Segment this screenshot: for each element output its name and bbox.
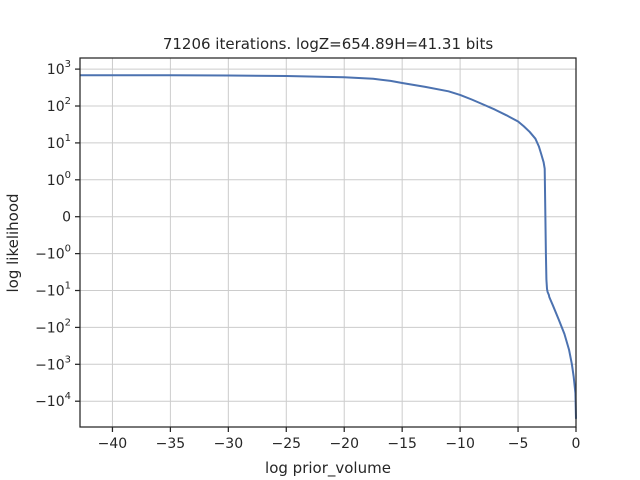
x-tick-label: 0	[572, 436, 581, 452]
y-tick-exponent: 2	[65, 96, 71, 107]
x-tick-label: −20	[329, 436, 359, 452]
y-tick-base: −10	[35, 247, 65, 263]
y-tick-exponent: 3	[65, 59, 71, 70]
y-tick-label: 0	[62, 210, 71, 226]
x-tick-label: −5	[508, 436, 529, 452]
y-tick-base: −10	[35, 394, 65, 410]
y-tick-base: −10	[35, 357, 65, 373]
y-tick-label: −104	[35, 391, 71, 410]
y-tick-base: −10	[35, 284, 65, 300]
y-tick-exponent: 0	[65, 170, 71, 181]
y-tick-label: 102	[47, 96, 71, 115]
axes-frame	[79, 57, 577, 428]
y-tick-label: −101	[35, 281, 71, 300]
y-tick-exponent: 4	[65, 391, 71, 402]
x-tick-label: −30	[214, 436, 244, 452]
plot-area	[80, 74, 577, 419]
y-tick-label: −102	[35, 317, 71, 336]
x-tick-label: −25	[272, 436, 302, 452]
y-tick-base: 10	[47, 99, 65, 115]
x-tick-label: −40	[98, 436, 128, 452]
y-tick-label: 101	[47, 133, 71, 152]
y-tick-label: −100	[35, 244, 71, 263]
x-tick-label: −15	[387, 436, 417, 452]
y-tick-base: 10	[47, 173, 65, 189]
x-tick-label: −35	[156, 436, 186, 452]
y-tick-exponent: 2	[65, 317, 71, 328]
x-axis-label: log prior_volume	[265, 459, 391, 478]
grid	[80, 58, 577, 427]
x-tick-label: −10	[445, 436, 475, 452]
y-tick-exponent: 1	[65, 133, 71, 144]
y-tick-exponent: 3	[65, 354, 71, 365]
axis-ticks: −40 −35 −30 −25 −20 −15 −10 −5 01031021011000−10…	[35, 59, 580, 452]
y-axis-label: log likelihood	[4, 193, 22, 292]
y-tick-base: 10	[47, 62, 65, 78]
y-tick-label: 103	[47, 59, 71, 78]
y-tick-exponent: 1	[65, 281, 71, 292]
series-line	[80, 74, 577, 419]
y-tick-label: 100	[47, 170, 71, 189]
y-tick-label: −103	[35, 354, 71, 373]
y-tick-base: −10	[35, 320, 65, 336]
y-tick-base: 0	[62, 210, 71, 226]
y-tick-exponent: 0	[65, 244, 71, 255]
chart-title: 71206 iterations. logZ=654.89H=41.31 bit…	[163, 35, 494, 53]
y-tick-base: 10	[47, 136, 65, 152]
